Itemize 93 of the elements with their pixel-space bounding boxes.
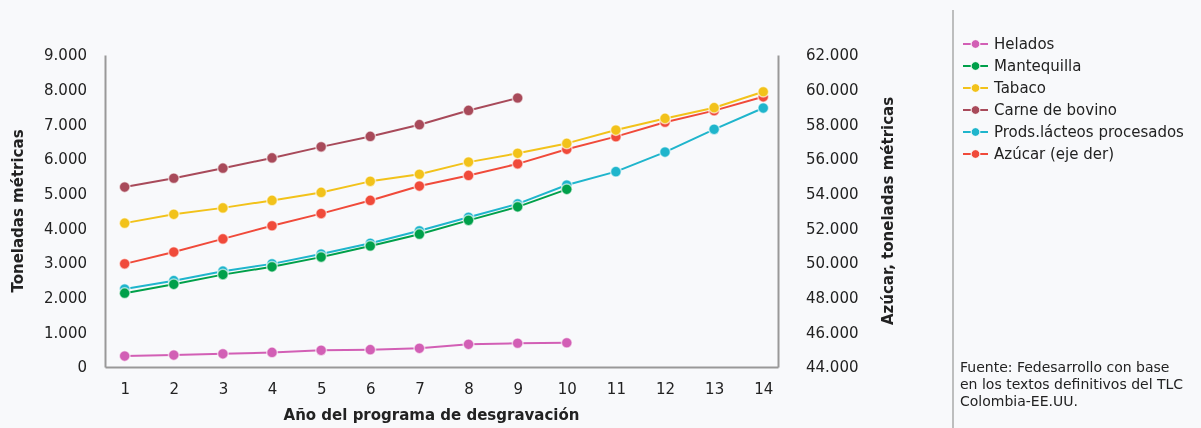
x-tick-label: 9 <box>513 379 523 398</box>
x-axis-title: Año del programa de desgravación <box>283 406 580 424</box>
point <box>560 183 573 196</box>
point <box>315 207 328 220</box>
point <box>462 169 475 182</box>
point <box>708 123 721 136</box>
y2-tick-label: 52.000 <box>806 219 859 238</box>
x-tick-label: 5 <box>316 379 327 398</box>
point <box>265 151 279 165</box>
point <box>609 165 622 178</box>
x-tick-label: 1 <box>120 379 130 398</box>
point <box>413 342 426 355</box>
point <box>118 287 131 300</box>
point <box>462 156 475 169</box>
point <box>560 336 573 349</box>
point <box>265 346 279 359</box>
x-tick-label: 14 <box>754 379 774 398</box>
point <box>364 194 377 207</box>
y-axis-title: Toneladas métricas <box>9 129 27 293</box>
legend-label: Tabaco <box>993 79 1047 97</box>
point <box>364 130 377 143</box>
point <box>118 180 131 194</box>
point <box>658 145 672 159</box>
x-tick-label: 10 <box>557 379 577 398</box>
legend-label: Prods.lácteos procesados <box>994 123 1185 141</box>
point <box>216 162 229 175</box>
point <box>315 251 328 264</box>
point <box>118 257 131 270</box>
y2-tick-label: 62.000 <box>806 46 859 65</box>
point <box>413 168 426 181</box>
y-tick-label: 7.000 <box>44 115 87 134</box>
x-tick-label: 11 <box>606 379 626 398</box>
point <box>167 208 180 221</box>
y2-tick-label: 56.000 <box>806 150 859 169</box>
legend-label: Mantequilla <box>994 57 1082 75</box>
point <box>216 347 229 360</box>
x-tick-label: 4 <box>267 379 278 398</box>
point <box>118 349 131 363</box>
y-tick-label: 5.000 <box>44 184 87 203</box>
point <box>757 85 770 98</box>
point <box>413 118 426 131</box>
y2-tick-label: 58.000 <box>806 115 859 134</box>
legend-label: Carne de bovino <box>994 101 1118 119</box>
point <box>118 217 131 230</box>
point <box>757 101 770 115</box>
y-tick-label: 2.000 <box>44 288 87 307</box>
x-tick-label: 6 <box>366 379 376 398</box>
point <box>216 232 229 245</box>
point <box>216 201 229 214</box>
y-tick-label: 4.000 <box>44 219 87 238</box>
point <box>511 147 524 160</box>
point <box>265 219 279 232</box>
x-tick-label: 3 <box>218 379 229 398</box>
y2-tick-label: 46.000 <box>806 323 859 342</box>
point <box>167 278 180 291</box>
point <box>413 179 426 193</box>
y-tick-label: 1.000 <box>44 323 87 342</box>
point <box>315 344 328 357</box>
y-tick-label: 8.000 <box>44 80 87 99</box>
legend-label: Azúcar (eje der) <box>994 145 1115 163</box>
point <box>462 104 475 117</box>
point <box>658 112 672 125</box>
point <box>167 245 180 259</box>
y2-tick-label: 44.000 <box>806 358 859 377</box>
y-tick-label: 6.000 <box>44 150 87 169</box>
y2-tick-label: 60.000 <box>806 80 859 99</box>
point <box>167 348 180 362</box>
x-tick-label: 13 <box>705 379 725 398</box>
point <box>364 343 377 356</box>
source-note: Fuente: Fedesarrollo con base en los textos definitivos del TLC Colombia-EE.UU. <box>960 359 1184 409</box>
point <box>609 123 622 137</box>
y2-tick-label: 48.000 <box>806 288 859 307</box>
point <box>511 91 524 105</box>
x-tick-label: 2 <box>169 379 180 398</box>
y2-tick-label: 54.000 <box>806 184 859 203</box>
point <box>364 175 377 188</box>
y2-tick-label: 50.000 <box>806 254 859 273</box>
point <box>511 337 524 350</box>
x-tick-label: 8 <box>464 379 474 398</box>
y-tick-label: 9.000 <box>44 46 87 65</box>
point <box>315 186 328 199</box>
x-tick-label: 7 <box>415 379 425 398</box>
point <box>265 194 279 207</box>
point <box>462 338 475 351</box>
point <box>413 228 426 241</box>
point <box>315 140 328 153</box>
y2-axis-title: Azúcar, toneladas métricas <box>879 96 897 326</box>
x-tick-label: 12 <box>655 379 676 398</box>
point <box>167 172 180 185</box>
legend-label: Helados <box>994 35 1055 53</box>
y-tick-label: 3.000 <box>44 254 87 273</box>
y-tick-label: 0 <box>77 358 87 377</box>
point <box>560 137 573 150</box>
